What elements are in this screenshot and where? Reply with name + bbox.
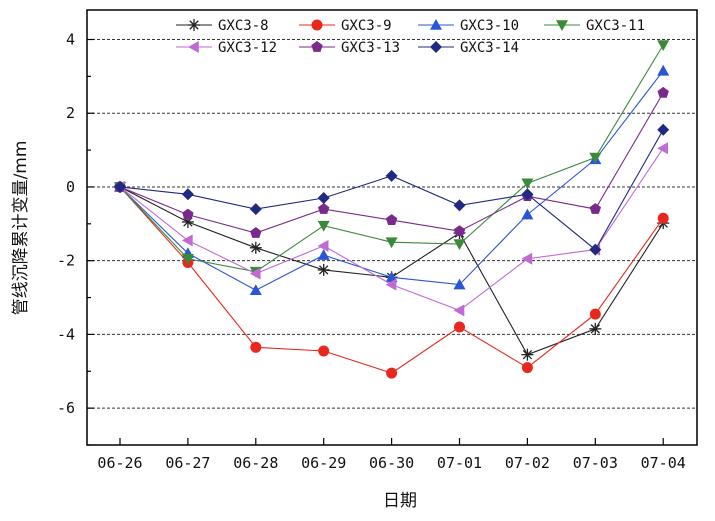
data-point — [430, 41, 442, 53]
data-point — [385, 169, 398, 182]
data-point — [311, 41, 323, 52]
data-point — [453, 225, 466, 236]
legend-label: GXC3-12 — [218, 40, 277, 56]
data-point — [318, 345, 330, 357]
data-point — [454, 321, 465, 333]
data-point — [181, 234, 193, 247]
y-axis-title: 管线沉降累计变量/mm — [11, 141, 31, 316]
x-tick-label: 07-03 — [573, 454, 618, 472]
legend-label: GXC3-14 — [460, 40, 519, 56]
data-point — [657, 212, 669, 224]
series-group — [114, 40, 670, 379]
legend-item: GXC3-11 — [544, 18, 645, 34]
x-tick-label: 06-26 — [97, 454, 142, 472]
data-point — [589, 322, 602, 335]
data-point — [249, 241, 262, 254]
legend: GXC3-8 GXC3-9 GXC3-10 GXC3-11 GXC3-12 GXC3-13… — [176, 18, 645, 56]
x-axis-title: 日期 — [383, 491, 417, 511]
series-line — [119, 129, 664, 251]
data-point — [249, 267, 261, 280]
data-point — [589, 152, 602, 164]
series-gxc3-14 — [114, 123, 670, 256]
y-tick-label: -4 — [57, 325, 75, 343]
x-tick-label: 07-02 — [505, 454, 550, 472]
data-point — [385, 278, 397, 291]
data-point — [521, 348, 534, 361]
legend-item: GXC3-9 — [299, 18, 392, 34]
data-point — [181, 188, 194, 201]
x-tick-label: 06-27 — [165, 454, 210, 472]
data-point — [250, 341, 262, 353]
data-point — [657, 40, 670, 51]
data-point — [311, 19, 323, 31]
legend-label: GXC3-11 — [586, 18, 645, 34]
series-gxc3-8 — [114, 180, 670, 361]
data-point — [182, 208, 194, 220]
data-point — [430, 19, 442, 30]
series-line — [119, 186, 664, 356]
data-point — [657, 123, 670, 136]
data-point — [453, 278, 466, 290]
data-point — [657, 142, 668, 155]
legend-item: GXC3-8 — [176, 18, 269, 34]
legend-label: GXC3-9 — [341, 18, 392, 34]
legend-item: GXC3-13 — [299, 40, 400, 56]
data-point — [453, 304, 465, 317]
y-tick-label: 4 — [66, 30, 75, 48]
data-point — [317, 263, 330, 276]
data-point — [317, 220, 330, 232]
series-gxc3-13 — [114, 86, 669, 238]
x-tick-label: 06-29 — [301, 454, 346, 472]
x-tick-label: 07-04 — [641, 454, 686, 472]
plot-frame — [86, 9, 698, 446]
x-tick-label: 06-30 — [369, 454, 414, 472]
data-point — [521, 362, 533, 374]
legend-item: GXC3-14 — [418, 40, 519, 56]
data-point — [317, 249, 330, 260]
legend-item: GXC3-12 — [176, 40, 277, 56]
y-tick-label: -6 — [57, 399, 75, 417]
y-tick-label: -2 — [57, 252, 75, 270]
data-point — [521, 188, 534, 201]
data-point — [250, 227, 262, 238]
x-tick-label: 07-01 — [437, 454, 482, 472]
data-point — [521, 252, 533, 265]
data-point — [318, 203, 330, 214]
data-point — [385, 214, 398, 225]
data-point — [453, 239, 466, 251]
legend-label: GXC3-10 — [460, 18, 519, 34]
data-point — [453, 199, 466, 212]
series-gxc3-9 — [114, 181, 669, 379]
data-point — [589, 243, 602, 256]
data-point — [114, 180, 126, 193]
data-point — [556, 20, 568, 31]
data-point — [317, 239, 329, 252]
data-point — [386, 367, 398, 379]
data-point — [521, 208, 534, 220]
data-point — [657, 64, 670, 76]
data-point — [188, 41, 199, 53]
data-point — [188, 19, 200, 31]
axes: -6 -4 -2 0 2 4 06-26 06-27 06-28 06-29 06-30 07-01 0… — [57, 9, 698, 472]
data-point — [657, 86, 669, 98]
data-point — [385, 237, 398, 249]
data-point — [181, 254, 194, 265]
grid-lines — [87, 38, 697, 409]
legend-label: GXC3-13 — [341, 40, 400, 56]
data-point — [249, 203, 262, 216]
x-tick-label: 06-28 — [233, 454, 278, 472]
y-tick-label: 0 — [66, 178, 75, 196]
data-point — [317, 192, 330, 204]
data-point — [589, 203, 601, 214]
data-point — [589, 308, 601, 320]
data-point — [521, 178, 534, 190]
y-tick-label: 2 — [66, 104, 75, 122]
legend-item: GXC3-10 — [418, 18, 519, 34]
data-point — [385, 271, 398, 283]
legend-label: GXC3-8 — [218, 18, 269, 34]
data-point — [249, 284, 262, 295]
